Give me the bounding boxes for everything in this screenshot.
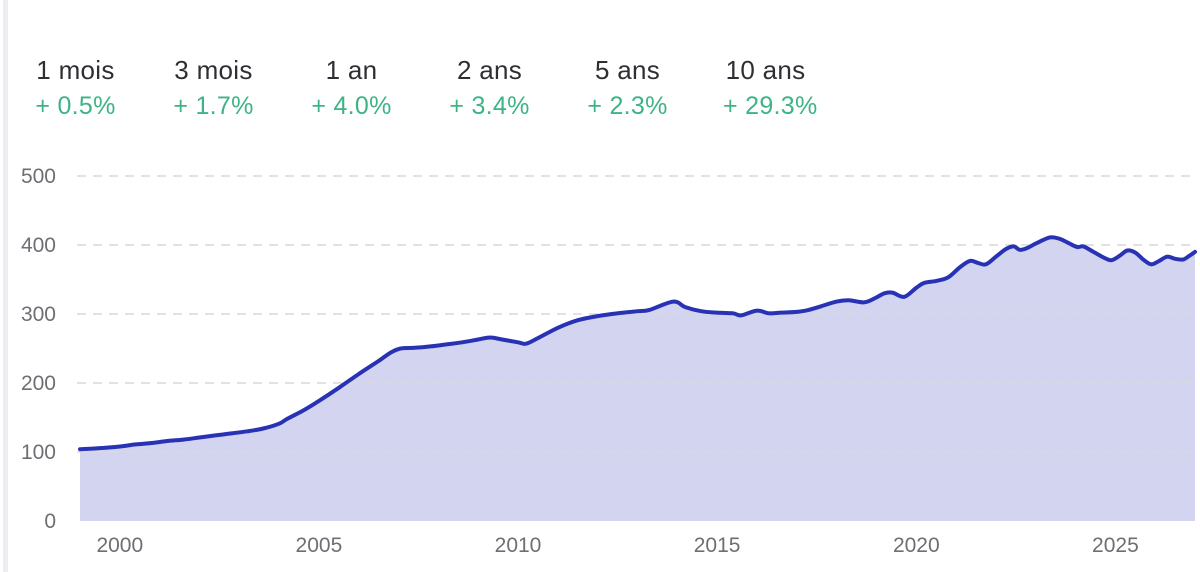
period-return-value: + 1.7% <box>173 92 254 120</box>
y-axis-tick-label: 300 <box>21 303 56 326</box>
performance-period: 1 an + 4.0% <box>309 56 394 120</box>
period-label: 10 ans <box>725 55 806 85</box>
period-label: 3 mois <box>174 55 253 85</box>
chart-series-line <box>78 235 1197 452</box>
period-return-value: + 4.0% <box>311 92 392 120</box>
y-axis-tick-label: 400 <box>21 234 56 257</box>
x-axis-tick-label: 2020 <box>893 534 940 557</box>
performance-period: 2 ans + 3.4% <box>447 56 532 120</box>
y-axis-tick-label: 0 <box>44 510 56 533</box>
performance-period: 10 ans + 29.3% <box>723 55 818 120</box>
y-axis-tick-label: 500 <box>21 165 56 188</box>
period-return-value: + 0.5% <box>35 92 116 120</box>
period-return-value: + 29.3% <box>723 92 818 120</box>
y-axis-tick-label: 100 <box>21 441 56 464</box>
performance-period: 5 ans + 2.3% <box>585 56 670 120</box>
x-axis-tick-label: 2000 <box>96 534 143 557</box>
period-label: 5 ans <box>594 55 661 85</box>
period-return-value: + 3.4% <box>449 92 530 120</box>
x-axis-tick-label: 2010 <box>495 534 542 557</box>
period-label: 1 mois <box>36 55 115 85</box>
performance-summary: 1 mois + 0.5% 3 mois + 1.7% 1 an + 4.0% 2 ans +… <box>33 55 818 120</box>
x-axis-tick-label: 2025 <box>1092 534 1139 557</box>
performance-period: 3 mois + 1.7% <box>171 56 256 120</box>
left-edge-divider <box>3 0 8 572</box>
x-axis-tick-label: 2005 <box>296 534 343 557</box>
period-label: 1 an <box>325 55 378 85</box>
y-axis-tick-label: 200 <box>21 372 56 395</box>
chart-area-fill <box>80 237 1195 522</box>
performance-period: 1 mois + 0.5% <box>33 56 118 120</box>
period-label: 2 ans <box>456 55 523 85</box>
x-axis-tick-label: 2015 <box>694 534 741 557</box>
period-return-value: + 2.3% <box>587 92 668 120</box>
